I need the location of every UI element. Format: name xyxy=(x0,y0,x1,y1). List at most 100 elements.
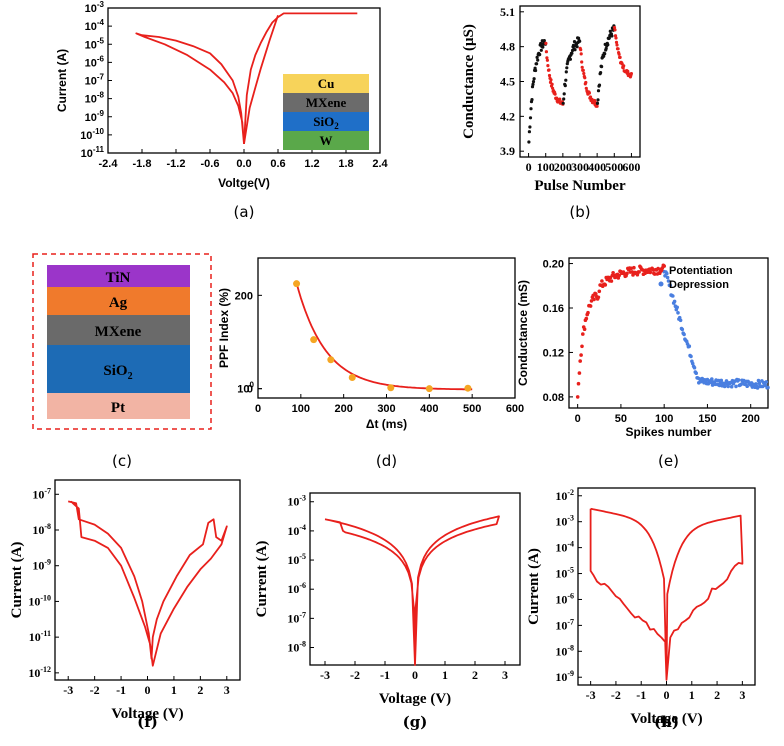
y-tick-label: 10-11 xyxy=(29,629,51,644)
data-point xyxy=(573,48,577,52)
x-tick-label: 200 xyxy=(334,403,352,415)
x-tick-label: 0 xyxy=(412,668,418,682)
chart-b: 0 100 200 300 400 500 600 3.9 4.2 4.5 4.8 5.1 Pulse … xyxy=(461,5,641,221)
x-axis-label: Spikes number xyxy=(625,425,711,439)
data-point xyxy=(617,52,621,56)
y-tick-label: 10-5 xyxy=(287,552,306,567)
data-point xyxy=(592,297,596,302)
layer-label: SiO2 xyxy=(313,114,339,131)
x-tick-label: -2 xyxy=(90,683,100,697)
data-point xyxy=(551,86,555,90)
data-point xyxy=(729,384,734,389)
data-point xyxy=(584,80,588,85)
data-point xyxy=(599,71,603,75)
x-tick-label: 1.2 xyxy=(304,158,319,170)
data-point xyxy=(539,41,543,46)
data-point xyxy=(614,36,618,40)
y-tick-label: 4.5 xyxy=(500,75,515,89)
y-tick-label: 10-9 xyxy=(85,109,105,124)
x-tick-label: 2 xyxy=(197,683,203,697)
data-point xyxy=(564,70,568,74)
data-point xyxy=(606,43,610,47)
data-point xyxy=(583,76,587,80)
y-tick-label: 10-7 xyxy=(555,617,574,632)
x-tick-label: 600 xyxy=(506,403,524,415)
plot-frame xyxy=(568,257,769,409)
data-point xyxy=(547,68,551,72)
data-point xyxy=(613,28,617,32)
data-point xyxy=(675,305,679,310)
chart-f: -3 -2 -1 0 1 2 3 10-12 10-11 10-10 10-9 10-8 10-7 Vol… xyxy=(9,479,241,731)
plot-frame xyxy=(54,479,241,681)
y-tick-label: 10-6 xyxy=(555,591,574,606)
data-point xyxy=(625,271,629,276)
data-point xyxy=(665,271,669,276)
y-tick-label: 10-3 xyxy=(287,494,306,509)
data-point xyxy=(668,283,672,288)
x-tick-label: 0 xyxy=(145,683,151,697)
y-tick-label: 200 xyxy=(235,290,253,302)
data-point xyxy=(726,384,730,389)
layer-label: MXene xyxy=(95,324,142,340)
layer-label: W xyxy=(320,133,333,148)
data-point xyxy=(648,270,653,275)
x-tick-label: 50 xyxy=(615,413,627,425)
x-tick-label: 1 xyxy=(442,668,448,682)
data-point xyxy=(610,34,614,38)
x-tick-label: 0 xyxy=(526,160,532,174)
x-tick-label: 2 xyxy=(714,688,720,702)
panel-caption: (a) xyxy=(234,203,255,221)
data-point xyxy=(600,65,604,69)
data-point xyxy=(671,294,675,298)
panel-caption: (d) xyxy=(376,452,397,470)
x-tick-label: -3 xyxy=(586,688,596,702)
layer-sio2 xyxy=(47,345,190,393)
y-axis-label: PPF Index (%) xyxy=(217,288,231,368)
x-tick-label: -2 xyxy=(611,688,621,702)
data-point xyxy=(617,273,621,278)
data-point xyxy=(594,292,598,296)
data-point xyxy=(542,39,546,43)
data-point xyxy=(626,69,630,73)
x-tick-label: 300 xyxy=(571,160,589,174)
data-point xyxy=(545,56,549,60)
x-tick-label: 0 xyxy=(255,403,261,415)
data-point xyxy=(588,304,593,308)
data-point xyxy=(609,279,614,283)
data-point xyxy=(575,395,580,399)
x-tick-label: 0 xyxy=(575,413,581,425)
data-point xyxy=(293,280,301,288)
layer-mxene xyxy=(47,315,190,345)
layer-label: Pt xyxy=(111,400,125,416)
data-point xyxy=(694,371,698,376)
y-tick-label: 10-11 xyxy=(81,145,105,160)
data-point xyxy=(597,83,602,87)
data-point xyxy=(614,40,619,45)
data-point xyxy=(682,332,686,337)
data-point xyxy=(577,371,582,375)
x-tick-label: 400 xyxy=(420,403,438,415)
data-point xyxy=(550,82,554,86)
data-point xyxy=(562,97,566,101)
data-point xyxy=(618,55,622,60)
x-tick-label: 3 xyxy=(739,688,745,702)
data-point xyxy=(690,361,695,366)
data-point xyxy=(724,379,729,383)
data-point xyxy=(582,71,586,76)
chart-a: -2.4 -1.8 -1.2 -0.6 0.0 0.6 1.2 1.8 2.4 10-11 10-1… xyxy=(55,0,389,221)
data-point xyxy=(603,52,607,56)
data-point xyxy=(578,359,582,363)
data-point xyxy=(586,310,590,315)
x-tick-label: 0.6 xyxy=(270,158,285,170)
y-tick-label: 10-4 xyxy=(85,18,105,33)
data-point xyxy=(597,289,602,294)
iv-curve xyxy=(324,515,500,666)
data-point xyxy=(651,268,655,272)
y-axis-label: Current (A) xyxy=(55,49,69,112)
x-tick-label: -1.2 xyxy=(167,158,186,170)
data-point xyxy=(596,98,600,102)
data-point xyxy=(637,270,641,274)
data-point xyxy=(549,78,553,82)
data-point xyxy=(553,92,557,96)
layer-w xyxy=(283,131,369,150)
